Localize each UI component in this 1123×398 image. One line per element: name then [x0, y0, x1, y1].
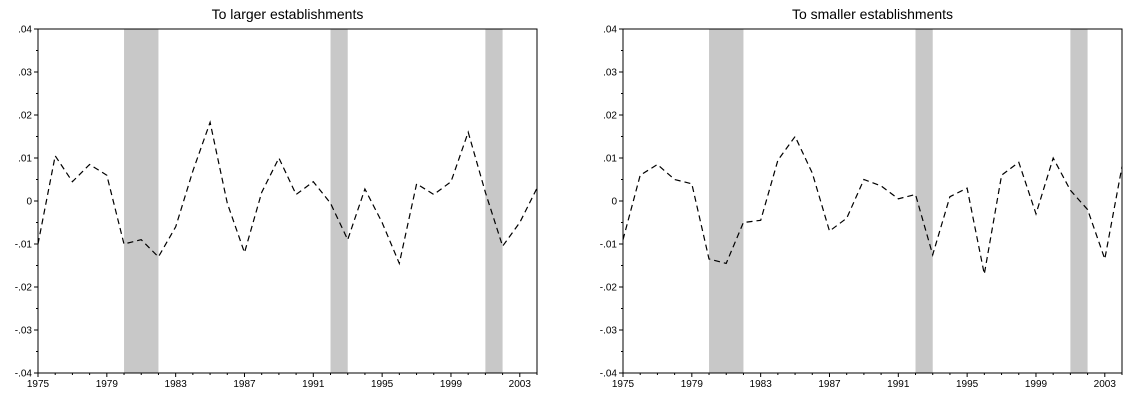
- shaded-period-3: [485, 29, 503, 373]
- y-tick-label: -.04: [600, 369, 618, 380]
- x-tick-label: 1999: [1025, 379, 1048, 390]
- x-tick-label: 2003: [1094, 379, 1117, 390]
- shaded-period-1: [124, 29, 159, 373]
- shaded-period-2: [915, 29, 933, 373]
- y-tick-label: .01: [18, 154, 32, 165]
- y-tick-label: -.03: [15, 326, 33, 337]
- shaded-period-3: [1070, 29, 1088, 373]
- shaded-period-1: [709, 29, 744, 373]
- shaded-period-2: [330, 29, 348, 373]
- x-tick-label: 1987: [818, 379, 841, 390]
- y-tick-label: -.03: [600, 326, 618, 337]
- x-tick-label: 1979: [96, 379, 119, 390]
- x-tick-label: 1999: [440, 379, 463, 390]
- y-tick-label: 0: [611, 197, 617, 208]
- y-tick-label: .03: [603, 68, 617, 79]
- y-tick-label: .02: [18, 111, 32, 122]
- y-tick-label: -.01: [15, 240, 33, 251]
- x-tick-label: 1975: [27, 379, 50, 390]
- y-tick-label: -.04: [15, 369, 33, 380]
- x-tick-label: 1995: [956, 379, 979, 390]
- y-tick-label: -.02: [600, 283, 618, 294]
- y-tick-label: .01: [603, 154, 617, 165]
- x-tick-label: 1995: [371, 379, 394, 390]
- y-tick-label: -.01: [600, 240, 618, 251]
- x-tick-label: 1983: [165, 379, 188, 390]
- x-tick-label: 1987: [233, 379, 256, 390]
- x-tick-label: 1991: [302, 379, 325, 390]
- y-tick-label: .02: [603, 111, 617, 122]
- y-tick-label: -.02: [15, 283, 33, 294]
- chart-title: To smaller establishments: [792, 6, 953, 22]
- y-tick-label: .04: [18, 25, 32, 36]
- x-tick-label: 1983: [750, 379, 773, 390]
- series-line-1: [622, 135, 1123, 275]
- series-line-1: [37, 120, 538, 266]
- x-tick-label: 1979: [681, 379, 704, 390]
- chart-title: To larger establishments: [212, 6, 364, 22]
- y-tick-label: .03: [18, 68, 32, 79]
- x-tick-label: 1975: [612, 379, 635, 390]
- y-tick-label: 0: [26, 197, 32, 208]
- y-tick-label: .04: [603, 25, 617, 36]
- chart-panel-2: To smaller establishments .04 .03 .02 .01 0 -.…: [600, 6, 1123, 390]
- plot-frame: [37, 28, 538, 374]
- x-tick-label: 1991: [887, 379, 910, 390]
- chart-panel-1: To larger establishments .04 .03 .02 .01 0 -.0…: [15, 6, 538, 390]
- x-tick-label: 2003: [509, 379, 532, 390]
- plot-frame: [622, 28, 1123, 374]
